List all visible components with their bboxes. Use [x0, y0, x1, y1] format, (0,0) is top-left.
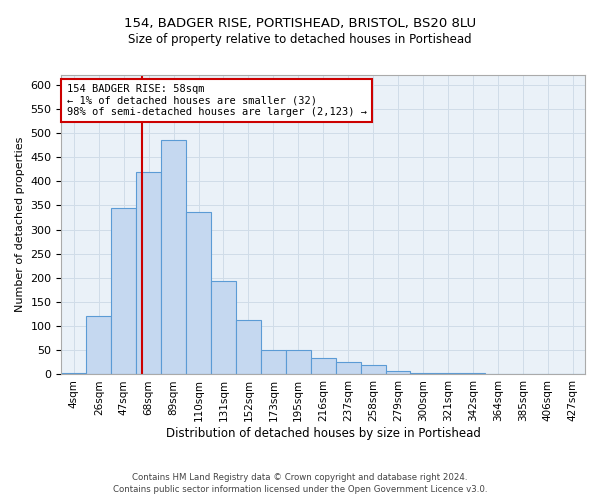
Bar — [410, 373, 436, 374]
Y-axis label: Number of detached properties: Number of detached properties — [15, 137, 25, 312]
Text: Contains public sector information licensed under the Open Government Licence v3: Contains public sector information licen… — [113, 485, 487, 494]
Bar — [335, 362, 361, 374]
Bar — [111, 208, 136, 374]
X-axis label: Distribution of detached houses by size in Portishead: Distribution of detached houses by size … — [166, 427, 481, 440]
Bar — [136, 172, 161, 374]
Bar — [186, 212, 211, 374]
Bar — [361, 365, 386, 374]
Text: 154, BADGER RISE, PORTISHEAD, BRISTOL, BS20 8LU: 154, BADGER RISE, PORTISHEAD, BRISTOL, B… — [124, 18, 476, 30]
Bar — [211, 281, 236, 374]
Bar — [86, 316, 111, 374]
Bar — [286, 350, 311, 374]
Bar — [386, 370, 410, 374]
Bar — [311, 358, 335, 374]
Bar — [161, 140, 186, 374]
Text: Contains HM Land Registry data © Crown copyright and database right 2024.: Contains HM Land Registry data © Crown c… — [132, 472, 468, 482]
Bar — [236, 320, 261, 374]
Bar — [261, 350, 286, 374]
Text: Size of property relative to detached houses in Portishead: Size of property relative to detached ho… — [128, 32, 472, 46]
Text: 154 BADGER RISE: 58sqm
← 1% of detached houses are smaller (32)
98% of semi-deta: 154 BADGER RISE: 58sqm ← 1% of detached … — [67, 84, 367, 117]
Bar — [61, 372, 86, 374]
